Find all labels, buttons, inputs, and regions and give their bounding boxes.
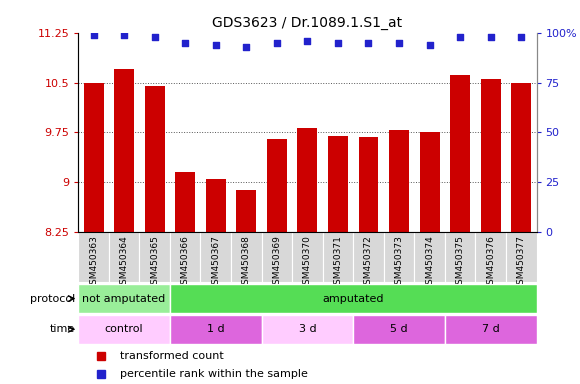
- Text: GSM450364: GSM450364: [119, 235, 129, 290]
- Bar: [145, 86, 165, 384]
- Bar: [262, 315, 353, 344]
- Point: [486, 33, 495, 40]
- Bar: [114, 69, 134, 384]
- Bar: [206, 179, 226, 384]
- Bar: [328, 136, 348, 384]
- Text: GSM450369: GSM450369: [273, 235, 281, 290]
- Point: [364, 40, 373, 46]
- Bar: [420, 132, 440, 384]
- Text: 7 d: 7 d: [482, 324, 499, 334]
- Point: [517, 33, 526, 40]
- Bar: [84, 83, 103, 384]
- Point: [180, 40, 190, 46]
- Text: GSM450377: GSM450377: [517, 235, 525, 290]
- Text: 3 d: 3 d: [299, 324, 316, 334]
- Point: [455, 33, 465, 40]
- Bar: [170, 315, 262, 344]
- Bar: [170, 284, 536, 313]
- Text: 1 d: 1 d: [207, 324, 224, 334]
- Point: [272, 40, 281, 46]
- Bar: [322, 232, 353, 282]
- Bar: [262, 232, 292, 282]
- Bar: [231, 232, 262, 282]
- Point: [334, 40, 343, 46]
- Bar: [267, 139, 287, 384]
- Text: control: control: [105, 324, 143, 334]
- Text: GSM450367: GSM450367: [211, 235, 220, 290]
- Bar: [512, 83, 531, 384]
- Text: GSM450366: GSM450366: [181, 235, 190, 290]
- Bar: [139, 232, 170, 282]
- Bar: [414, 232, 445, 282]
- Bar: [476, 232, 506, 282]
- Bar: [384, 232, 414, 282]
- Text: GSM450376: GSM450376: [486, 235, 495, 290]
- Point: [394, 40, 404, 46]
- Title: GDS3623 / Dr.1089.1.S1_at: GDS3623 / Dr.1089.1.S1_at: [212, 16, 403, 30]
- Text: GSM450363: GSM450363: [89, 235, 98, 290]
- Text: GSM450372: GSM450372: [364, 235, 373, 290]
- Text: GSM450375: GSM450375: [456, 235, 465, 290]
- Bar: [175, 172, 195, 384]
- Text: 5 d: 5 d: [390, 324, 408, 334]
- Bar: [170, 232, 201, 282]
- Bar: [201, 232, 231, 282]
- Bar: [450, 74, 470, 384]
- Bar: [78, 232, 109, 282]
- Bar: [237, 190, 256, 384]
- Point: [242, 43, 251, 50]
- Bar: [445, 315, 536, 344]
- Bar: [109, 232, 139, 282]
- Text: GSM450371: GSM450371: [334, 235, 342, 290]
- Bar: [298, 128, 317, 384]
- Text: GSM450368: GSM450368: [242, 235, 251, 290]
- Bar: [506, 232, 536, 282]
- Bar: [78, 315, 170, 344]
- Point: [119, 31, 129, 38]
- Point: [303, 38, 312, 44]
- Bar: [78, 284, 170, 313]
- Text: amputated: amputated: [322, 293, 384, 304]
- Text: protocol: protocol: [30, 293, 75, 304]
- Bar: [353, 232, 384, 282]
- Text: percentile rank within the sample: percentile rank within the sample: [119, 369, 307, 379]
- Point: [89, 31, 98, 38]
- Point: [425, 41, 434, 48]
- Point: [150, 33, 160, 40]
- Bar: [445, 232, 476, 282]
- Text: time: time: [50, 324, 75, 334]
- Bar: [353, 315, 445, 344]
- Text: GSM450370: GSM450370: [303, 235, 312, 290]
- Bar: [358, 137, 378, 384]
- Text: transformed count: transformed count: [119, 351, 223, 361]
- Bar: [481, 79, 501, 384]
- Bar: [292, 232, 322, 282]
- Text: GSM450374: GSM450374: [425, 235, 434, 290]
- Text: not amputated: not amputated: [82, 293, 166, 304]
- Text: GSM450365: GSM450365: [150, 235, 159, 290]
- Bar: [389, 131, 409, 384]
- Point: [211, 41, 220, 48]
- Text: GSM450373: GSM450373: [394, 235, 404, 290]
